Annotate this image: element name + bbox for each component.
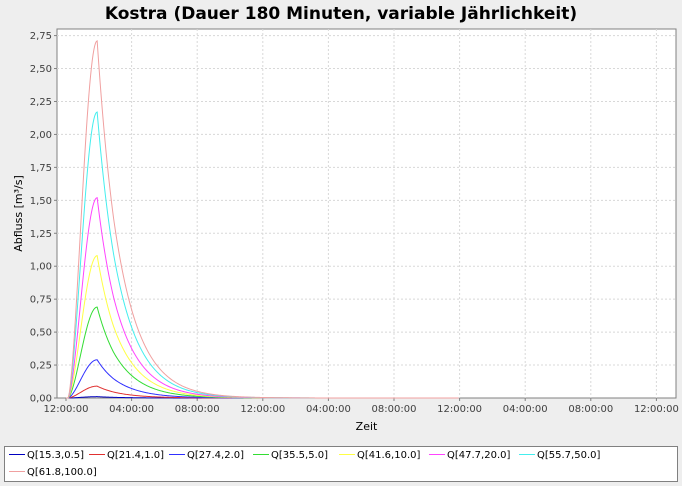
legend-label: Q[27.4,2.0] <box>187 450 245 461</box>
y-tick-label: 0,50 <box>30 328 52 339</box>
x-tick-label: 08:00:00 <box>568 404 613 415</box>
y-tick-label: 0,25 <box>30 361 52 372</box>
legend-item: Q[21.4,1.0] <box>89 449 164 463</box>
x-axis: 12:00:00 04:00:00 08:00:00 12:00:00 04:00:00… <box>44 398 679 415</box>
legend-swatch <box>429 453 445 455</box>
legend-label: Q[55.7,50.0] <box>537 450 601 461</box>
y-tick-label: 2,00 <box>30 130 52 141</box>
legend-label: Q[35.5,5.0] <box>271 450 329 461</box>
y-tick-label: 2,50 <box>30 64 52 75</box>
legend-label: Q[15.3,0.5] <box>27 450 85 461</box>
legend-swatch <box>9 453 25 455</box>
legend-label: Q[21.4,1.0] <box>107 450 165 461</box>
y-tick-label: 1,50 <box>30 196 52 207</box>
legend-swatch <box>169 453 185 455</box>
x-tick-label: 08:00:00 <box>372 404 417 415</box>
chart-title: Kostra (Dauer 180 Minuten, variable Jähr… <box>104 4 578 24</box>
legend-item: Q[15.3,0.5] <box>9 449 84 463</box>
x-tick-label: 04:00:00 <box>306 404 351 415</box>
x-tick-label: 12:00:00 <box>44 404 89 415</box>
y-tick-label: 2,75 <box>30 31 52 42</box>
legend-item: Q[27.4,2.0] <box>169 449 244 463</box>
x-tick-label: 04:00:00 <box>109 404 154 415</box>
x-tick-label: 08:00:00 <box>175 404 220 415</box>
y-tick-label: 1,00 <box>30 262 52 273</box>
x-axis-label: Zeit <box>356 420 378 433</box>
legend-swatch <box>519 453 535 455</box>
grid-lines <box>57 29 676 398</box>
legend-swatch <box>339 453 355 455</box>
series-line <box>66 39 459 399</box>
legend-item: Q[61.8,100.0] <box>9 466 97 480</box>
y-tick-label: 0,75 <box>30 295 52 306</box>
legend-label: Q[61.8,100.0] <box>27 467 97 478</box>
y-axis-label: Abfluss [m³/s] <box>12 175 25 252</box>
legend-swatch <box>89 453 105 455</box>
legend-item: Q[41.6,10.0] <box>339 449 420 463</box>
y-axis: 0,00 0,25 0,50 0,75 1,00 1,25 1,50 1,75 2,00 2,25… <box>30 31 57 405</box>
legend-swatch <box>9 470 25 472</box>
x-tick-label: 04:00:00 <box>503 404 548 415</box>
chart-plot: 0,00 0,25 0,50 0,75 1,00 1,25 1,50 1,75 2,00 2,25… <box>12 28 679 433</box>
x-tick-label: 12:00:00 <box>634 404 679 415</box>
legend-label: Q[41.6,10.0] <box>357 450 421 461</box>
legend-item: Q[35.5,5.0] <box>253 449 328 463</box>
series-layer <box>66 39 459 399</box>
y-tick-label: 2,25 <box>30 97 52 108</box>
y-tick-label: 1,25 <box>30 229 52 240</box>
legend-swatch <box>253 453 269 455</box>
plot-area <box>56 28 677 399</box>
y-tick-label: 0,00 <box>30 394 52 405</box>
y-tick-label: 1,75 <box>30 163 52 174</box>
legend-label: Q[47.7,20.0] <box>447 450 511 461</box>
chart-legend: Q[15.3,0.5] Q[21.4,1.0] Q[27.4,2.0] Q[35.5,… <box>4 446 678 482</box>
legend-item: Q[47.7,20.0] <box>429 449 510 463</box>
legend-item: Q[55.7,50.0] <box>519 449 600 463</box>
x-tick-label: 12:00:00 <box>437 404 482 415</box>
x-tick-label: 12:00:00 <box>240 404 285 415</box>
